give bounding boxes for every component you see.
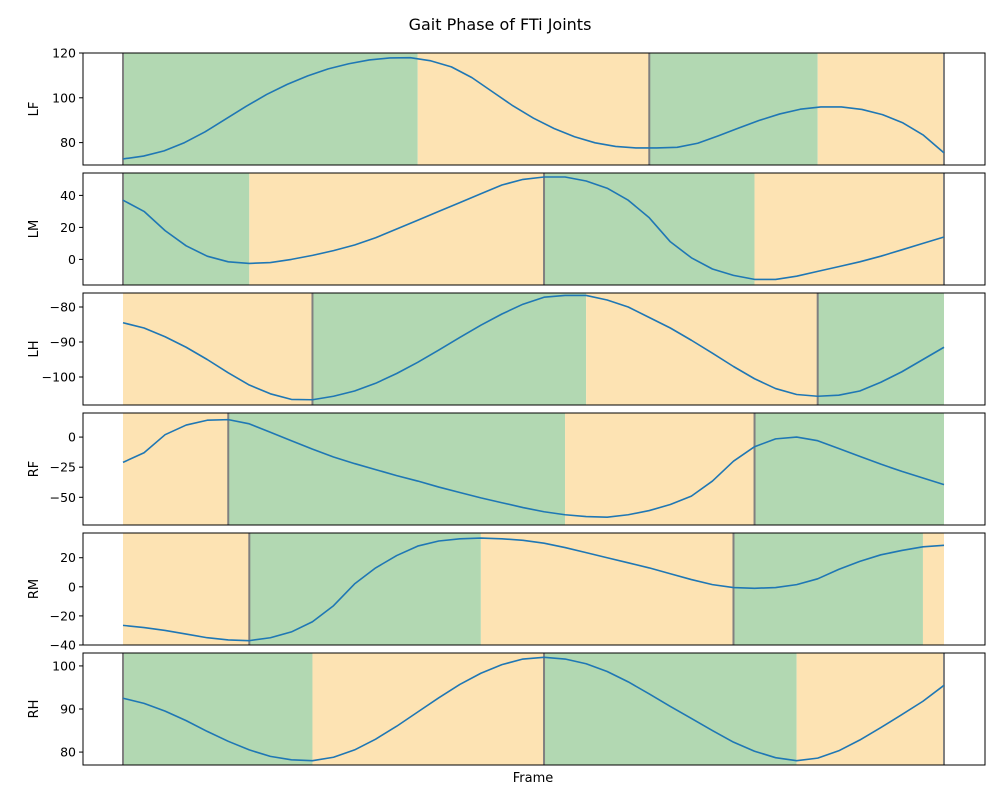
panel-rm: −40 −20 0 20 RM bbox=[27, 532, 986, 653]
axes-frame-lm bbox=[82, 172, 986, 286]
phase-band-swing-lf-1 bbox=[417, 53, 650, 165]
axes-frame-lf bbox=[82, 52, 986, 166]
y-tick-label-lm-2: 40 bbox=[60, 188, 76, 203]
y-tick-label-rh-2: 100 bbox=[52, 658, 76, 673]
panel-lh: −100 −90 −80 LH bbox=[27, 292, 986, 406]
panel-lf: 80 100 120 LF bbox=[27, 46, 986, 166]
y-tick-label-rm-0: −40 bbox=[50, 638, 76, 653]
series-line-lf bbox=[122, 56, 945, 160]
y-tick-label-rm-1: −20 bbox=[50, 608, 76, 623]
phase-band-stance-lh-1 bbox=[312, 293, 587, 405]
y-axis-label-rm: RM bbox=[27, 579, 42, 599]
y-axis-label-rh: RH bbox=[27, 700, 42, 719]
y-tick-label-lf-0: 80 bbox=[60, 135, 76, 150]
series-line-rf bbox=[122, 418, 945, 518]
series-line-rm bbox=[122, 537, 945, 642]
phase-band-stance-rm-1 bbox=[249, 533, 481, 645]
phase-band-stance-rf-1 bbox=[228, 413, 566, 525]
panels-group: 80 100 120 LF 0 20 40 LM −100 −90 −80 LH −50 −25 0 RF −4… bbox=[27, 46, 986, 766]
phase-band-swing-rm-2 bbox=[480, 533, 734, 645]
panel-rf: −50 −25 0 RF bbox=[27, 412, 986, 526]
series-line-lm bbox=[122, 176, 945, 281]
phase-band-swing-rh-3 bbox=[796, 653, 944, 765]
phase-band-stance-rm-3 bbox=[733, 533, 923, 645]
axes-frame-rm bbox=[82, 532, 986, 646]
y-tick-label-rf-0: −50 bbox=[50, 490, 76, 505]
y-tick-label-lh-2: −80 bbox=[50, 300, 76, 315]
y-tick-label-rm-3: 20 bbox=[60, 550, 76, 565]
phase-band-stance-lf-2 bbox=[649, 53, 818, 165]
phase-band-stance-rh-2 bbox=[544, 653, 797, 765]
x-axis-label: Frame bbox=[513, 771, 554, 786]
phase-band-stance-rh-0 bbox=[123, 653, 313, 765]
series-line-lh bbox=[122, 294, 945, 401]
y-axis-label-rf: RF bbox=[27, 461, 42, 478]
phase-band-stance-lf-0 bbox=[123, 53, 418, 165]
phase-band-stance-lm-0 bbox=[123, 173, 250, 285]
chart-title: Gait Phase of FTi Joints bbox=[409, 15, 592, 34]
phase-band-swing-lh-2 bbox=[586, 293, 818, 405]
y-axis-label-lf: LF bbox=[27, 102, 42, 117]
axes-frame-rf bbox=[82, 412, 986, 526]
phase-band-swing-lm-3 bbox=[754, 173, 944, 285]
phase-band-swing-rm-4 bbox=[922, 533, 944, 645]
y-tick-label-rm-2: 0 bbox=[68, 579, 76, 594]
y-tick-label-rf-1: −25 bbox=[50, 460, 76, 475]
y-axis-label-lm: LM bbox=[27, 220, 42, 238]
phase-band-stance-rf-3 bbox=[754, 413, 944, 525]
y-axis-label-lh: LH bbox=[27, 340, 42, 357]
y-tick-label-rf-2: 0 bbox=[68, 430, 76, 445]
phase-band-swing-lh-0 bbox=[123, 293, 313, 405]
phase-band-swing-rh-1 bbox=[312, 653, 545, 765]
y-tick-label-rh-1: 90 bbox=[60, 702, 76, 717]
phase-band-swing-rm-0 bbox=[123, 533, 250, 645]
y-tick-label-lh-1: −90 bbox=[50, 335, 76, 350]
phase-band-swing-lf-3 bbox=[817, 53, 944, 165]
series-line-rh bbox=[122, 656, 945, 762]
y-tick-label-rh-0: 80 bbox=[60, 745, 76, 760]
y-tick-label-lf-1: 100 bbox=[52, 90, 76, 105]
panel-lm: 0 20 40 LM bbox=[27, 172, 986, 286]
phase-band-swing-rf-0 bbox=[123, 413, 229, 525]
y-tick-label-lm-0: 0 bbox=[68, 252, 76, 267]
y-tick-label-lh-0: −100 bbox=[42, 370, 76, 385]
y-tick-label-lf-2: 120 bbox=[52, 46, 76, 61]
panel-rh: 80 90 100 RH bbox=[27, 652, 986, 766]
phase-band-stance-lh-3 bbox=[817, 293, 944, 405]
phase-band-swing-rf-2 bbox=[565, 413, 755, 525]
phase-band-stance-lm-2 bbox=[544, 173, 755, 285]
y-tick-label-lm-1: 20 bbox=[60, 220, 76, 235]
axes-frame-lh bbox=[82, 292, 986, 406]
